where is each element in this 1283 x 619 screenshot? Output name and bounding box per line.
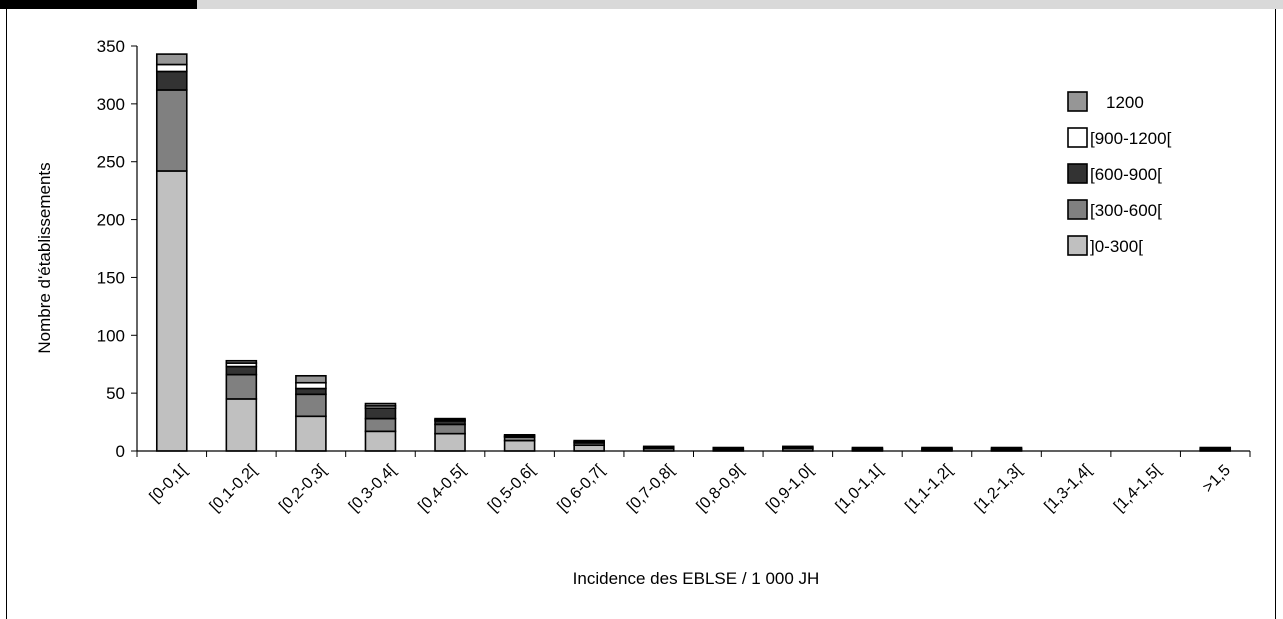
bar-segment: [851, 446, 884, 450]
bar-segment: [225, 365, 258, 376]
bar-segment: [295, 393, 327, 418]
bar-segment: [503, 433, 536, 437]
legend-swatch: [1067, 91, 1088, 112]
top-bar: [0, 0, 1283, 9]
x-tick-label: [0,9-1,0[: [763, 461, 817, 515]
legend-swatch: [1067, 199, 1088, 220]
legend-label: [900-1200[: [1090, 129, 1172, 148]
bar-segment: [364, 417, 397, 433]
legend-swatch: [1067, 163, 1088, 184]
bar-segment: [782, 445, 814, 449]
bar-segment: [295, 381, 327, 390]
legend-swatch: [1067, 235, 1088, 256]
bar-segment: [225, 359, 258, 364]
top-bar-dark-segment: [0, 0, 197, 9]
x-axis-label: Incidence des EBLSE / 1 000 JH: [573, 569, 820, 588]
legend: 1200 [900-1200[ [600-900[ [300-600[ ]0-300[: [1067, 91, 1172, 256]
bar-segment: [155, 70, 188, 91]
x-axis-ticks: [0-0,1[ [0,1-0,2[ [0,2-0,3[ [0,3-0,4[ [0,4-0…: [136, 451, 1251, 515]
bar-segment: [225, 373, 258, 400]
bar-segment: [990, 446, 1023, 450]
bar-segment: [295, 374, 327, 384]
bar-segment: [295, 415, 327, 452]
bar-segment: [503, 439, 536, 452]
y-tick-label: 0: [116, 442, 125, 461]
bar-segment: [573, 439, 605, 443]
bar-segment: [434, 417, 466, 421]
bar-segment: [155, 170, 188, 452]
bar-segment: [364, 402, 397, 407]
x-tick-label: [0,6-0,7[: [554, 461, 608, 515]
x-tick-label: [0,5-0,6[: [485, 461, 539, 515]
x-tick-label: [0,2-0,3[: [276, 461, 330, 515]
bar-segment: [364, 407, 397, 420]
legend-label: [600-900[: [1090, 165, 1162, 184]
legend-label: [300-600[: [1090, 201, 1162, 220]
bar-segment: [642, 445, 675, 449]
x-tick-label: [1,1-1,2[: [902, 461, 956, 515]
y-tick-label: 250: [97, 153, 125, 172]
bar-segment: [155, 89, 188, 172]
y-tick-label: 300: [97, 95, 125, 114]
x-tick-label: [0,8-0,9[: [694, 461, 748, 515]
x-tick-label: [1,0-1,1[: [833, 461, 887, 515]
y-tick-label: 200: [97, 211, 125, 230]
y-tick-label: 350: [97, 37, 125, 56]
chart-frame: [6, 9, 1276, 619]
x-tick-label: [1,4-1,5[: [1111, 461, 1165, 515]
bars-group: [155, 53, 1232, 452]
x-tick-label: [1,2-1,3[: [972, 461, 1026, 515]
bar-segment: [225, 398, 258, 452]
y-tick-label: 100: [97, 326, 125, 345]
x-tick-label: [0,1-0,2[: [207, 461, 261, 515]
bar-segment: [295, 387, 327, 396]
y-tick-label: 50: [106, 384, 125, 403]
x-tick-label: [0,3-0,4[: [346, 461, 400, 515]
y-axis-ticks: 0 50 100 150 200 250 300 350: [97, 37, 137, 461]
y-tick-label: 150: [97, 268, 125, 287]
bar-segment: [573, 444, 605, 452]
x-tick-label: [0,7-0,8[: [624, 461, 678, 515]
bar-segment: [712, 446, 745, 450]
y-axis-label: Nombre d'établissements: [35, 162, 54, 353]
legend-label: 1200: [1106, 93, 1144, 112]
bar-segment: [155, 63, 188, 73]
x-tick-label: [0,4-0,5[: [415, 461, 469, 515]
bar-segment: [921, 446, 953, 450]
x-tick-label: >1,5: [1200, 462, 1234, 496]
x-tick-label: [0-0,1[: [147, 461, 191, 505]
bar-segment: [155, 53, 188, 66]
bar-segment: [364, 430, 397, 452]
bar-segment: [1199, 446, 1232, 450]
legend-label: ]0-300[: [1090, 237, 1143, 256]
legend-swatch: [1067, 127, 1088, 148]
bar-segment: [434, 432, 466, 452]
bar-segment: [434, 423, 466, 435]
x-tick-label: [1,3-1,4[: [1041, 461, 1095, 515]
